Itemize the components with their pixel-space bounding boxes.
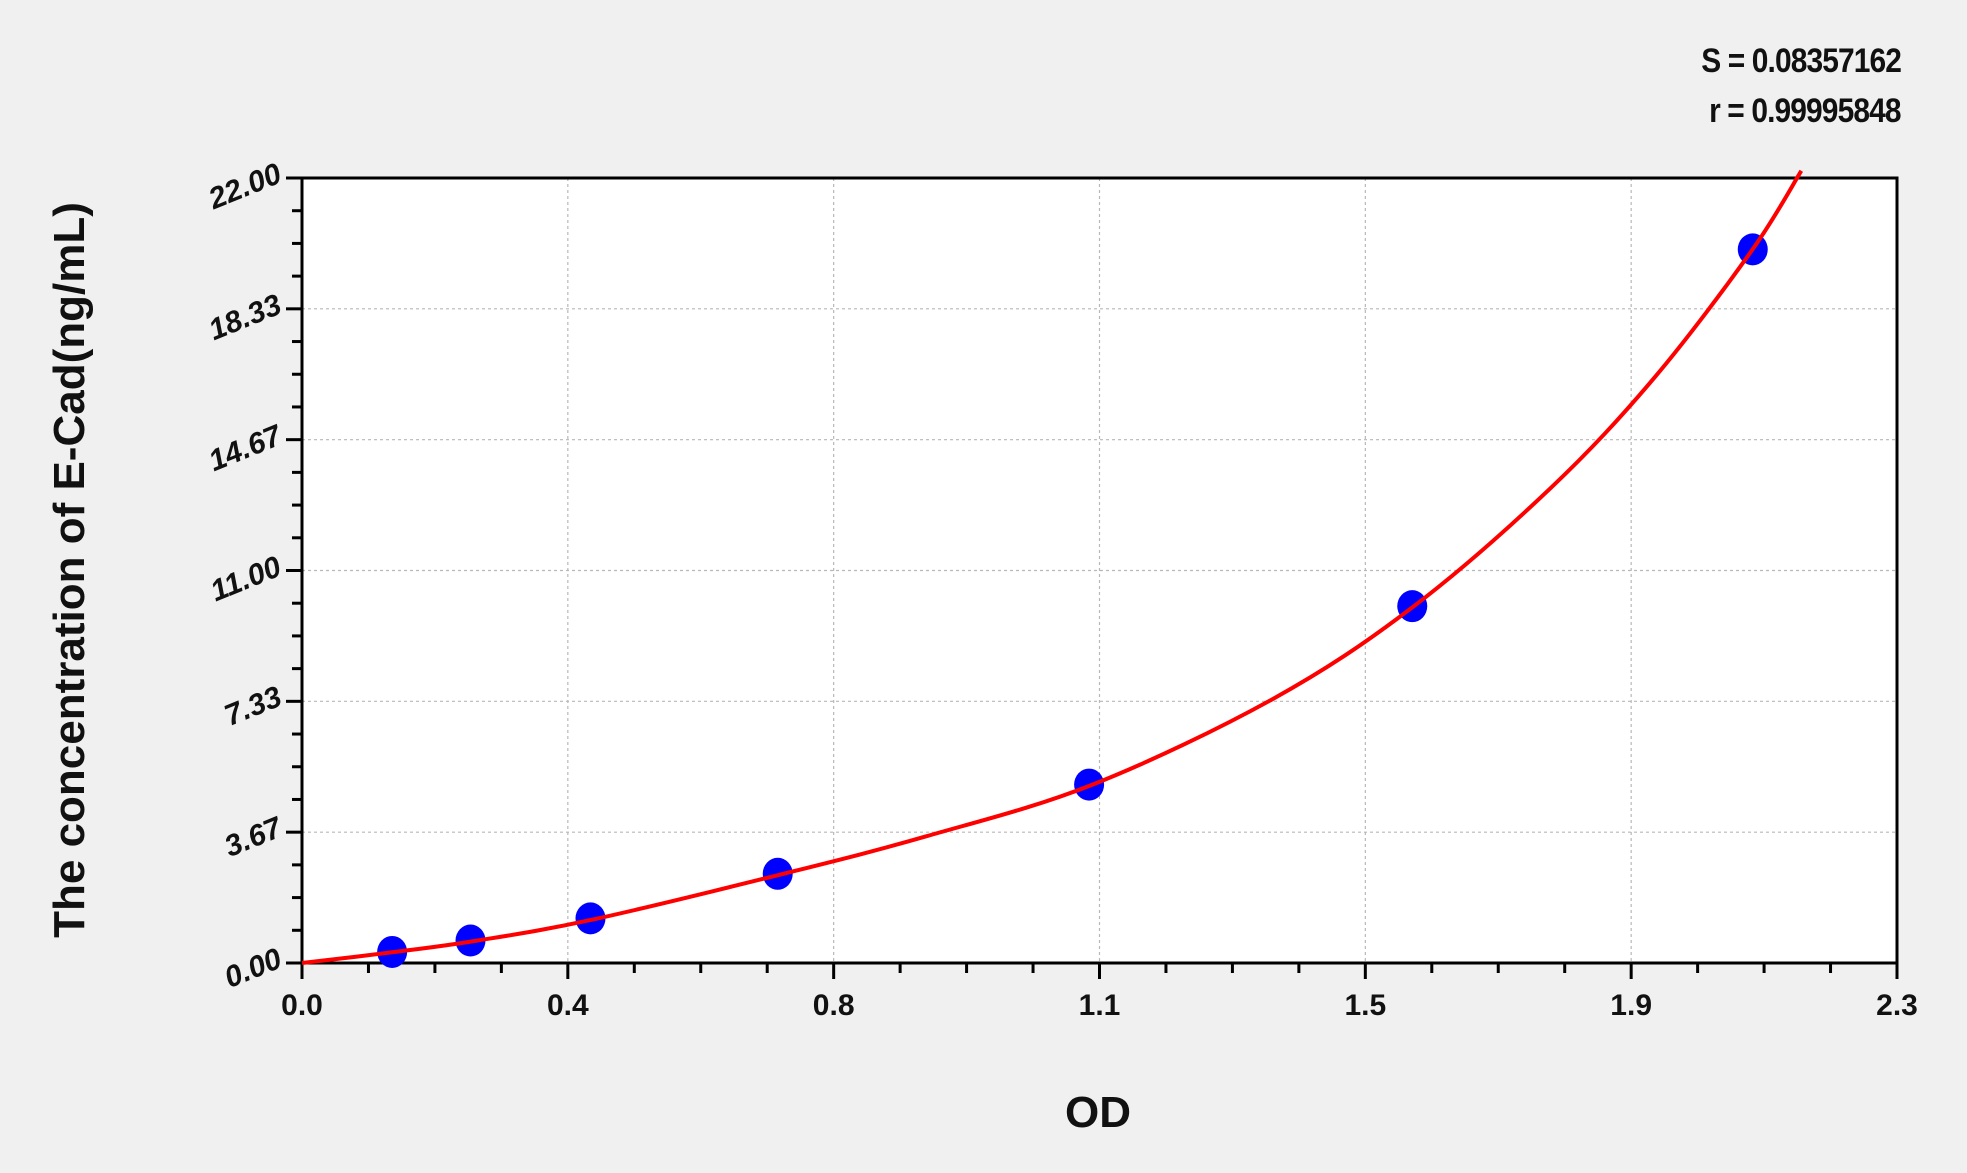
plot-border (300, 176, 1899, 965)
x-axis-title: OD (1065, 1088, 1131, 1137)
x-tick-label: 0.8 (812, 989, 855, 1022)
y-axis-title: The concentration of E-Cad(ng/mL) (45, 202, 94, 938)
x-tick-label: 1.1 (1078, 989, 1121, 1022)
r-annotation: r = 0.99995848 (1709, 92, 1902, 130)
s-annotation: S = 0.08357162 (1701, 42, 1902, 80)
x-tick-label: 1.5 (1344, 989, 1387, 1022)
x-tick-label: 0.4 (546, 989, 589, 1022)
x-tick-label: 2.3 (1876, 989, 1918, 1022)
x-tick-label: 1.9 (1610, 989, 1653, 1022)
fit-curve (301, 169, 1803, 965)
x-tick-label: 0.0 (281, 989, 323, 1022)
